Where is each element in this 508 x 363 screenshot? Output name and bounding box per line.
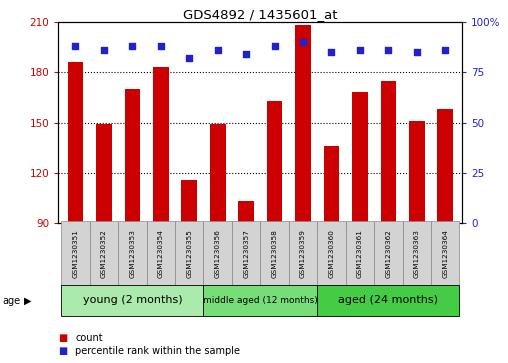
Bar: [118, 221, 147, 285]
Bar: [261, 221, 289, 285]
Bar: [380, 81, 396, 223]
Bar: [317, 221, 345, 285]
Text: GSM1230360: GSM1230360: [329, 229, 334, 278]
Point: [157, 43, 165, 49]
Text: ▶: ▶: [24, 295, 32, 306]
Title: GDS4892 / 1435601_at: GDS4892 / 1435601_at: [183, 8, 338, 21]
Point: [441, 47, 449, 53]
Text: GSM1230364: GSM1230364: [442, 229, 448, 278]
Text: GSM1230361: GSM1230361: [357, 229, 363, 278]
Point: [242, 51, 250, 57]
Bar: [431, 221, 459, 285]
Text: GSM1230352: GSM1230352: [101, 229, 107, 278]
Bar: [317, 285, 459, 316]
Bar: [124, 89, 140, 223]
Bar: [68, 62, 83, 223]
Point: [384, 47, 392, 53]
Bar: [374, 221, 402, 285]
Point: [270, 43, 278, 49]
Point: [356, 47, 364, 53]
Text: GSM1230357: GSM1230357: [243, 229, 249, 278]
Text: middle aged (12 months): middle aged (12 months): [203, 296, 318, 305]
Text: count: count: [75, 333, 103, 343]
Bar: [181, 180, 197, 223]
Point: [185, 55, 194, 61]
Text: young (2 months): young (2 months): [83, 295, 182, 305]
Bar: [153, 67, 169, 223]
Bar: [204, 285, 317, 316]
Bar: [295, 25, 311, 223]
Text: GSM1230355: GSM1230355: [186, 229, 192, 278]
Text: percentile rank within the sample: percentile rank within the sample: [75, 346, 240, 356]
Text: ■: ■: [58, 333, 68, 343]
Bar: [289, 221, 317, 285]
Bar: [345, 221, 374, 285]
Point: [327, 49, 335, 55]
Bar: [61, 285, 204, 316]
Text: ■: ■: [58, 346, 68, 356]
Point: [299, 39, 307, 45]
Bar: [90, 221, 118, 285]
Text: aged (24 months): aged (24 months): [338, 295, 438, 305]
Text: GSM1230363: GSM1230363: [414, 229, 420, 278]
Bar: [204, 221, 232, 285]
Bar: [409, 121, 425, 223]
Bar: [232, 221, 261, 285]
Point: [129, 43, 137, 49]
Bar: [61, 221, 90, 285]
Text: GSM1230356: GSM1230356: [215, 229, 220, 278]
Bar: [352, 92, 368, 223]
Text: GSM1230359: GSM1230359: [300, 229, 306, 278]
Bar: [210, 124, 226, 223]
Point: [412, 49, 421, 55]
Bar: [238, 201, 254, 223]
Bar: [402, 221, 431, 285]
Text: GSM1230358: GSM1230358: [272, 229, 277, 278]
Bar: [147, 221, 175, 285]
Point: [214, 47, 222, 53]
Text: GSM1230362: GSM1230362: [386, 229, 391, 278]
Point: [72, 43, 80, 49]
Bar: [267, 101, 282, 223]
Text: age: age: [3, 295, 21, 306]
Point: [100, 47, 108, 53]
Bar: [96, 124, 112, 223]
Text: GSM1230354: GSM1230354: [158, 229, 164, 278]
Bar: [437, 109, 453, 223]
Text: GSM1230351: GSM1230351: [73, 229, 78, 278]
Text: GSM1230353: GSM1230353: [130, 229, 135, 278]
Bar: [175, 221, 204, 285]
Bar: [324, 146, 339, 223]
